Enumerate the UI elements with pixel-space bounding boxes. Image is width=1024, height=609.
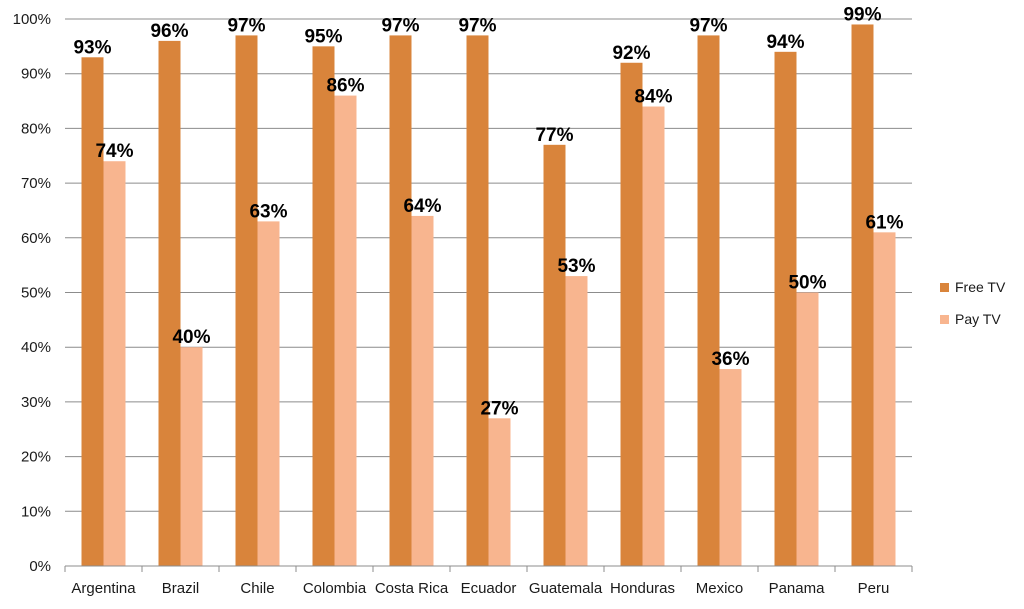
- x-tick-label: Mexico: [696, 580, 744, 597]
- bar-free-tv: [466, 35, 489, 567]
- bar-free-tv: [620, 62, 643, 566]
- data-label: 77%: [535, 125, 573, 146]
- y-tick-label: 100%: [13, 11, 51, 28]
- y-tick-label: 10%: [21, 503, 51, 520]
- x-tick-label: Costa Rica: [375, 580, 449, 597]
- bar-free-tv: [158, 40, 181, 566]
- x-axis: Argentina Brazil Chile Colombia Costa Rica Ec…: [64, 565, 913, 597]
- bar-pay-tv: [488, 418, 511, 566]
- y-axis-tick-labels: 0% 10% 20% 30% 40% 50% 60% 70% 80% 90% 100%: [13, 11, 51, 575]
- y-tick-label: 60%: [21, 230, 51, 247]
- bar-free-tv: [81, 57, 104, 566]
- bar-free-tv: [235, 35, 258, 567]
- legend-swatch: [940, 283, 949, 292]
- bars: [81, 24, 896, 567]
- data-label: 93%: [73, 37, 111, 58]
- data-label: 53%: [557, 256, 595, 277]
- legend-label: Pay TV: [955, 311, 1001, 327]
- data-labels: 93% 74% 96% 40% 97% 63% 95% 86% 97% 64% 97% 27% 77% 5…: [73, 4, 903, 419]
- x-tick-label: Guatemala: [529, 580, 603, 597]
- data-label: 94%: [766, 32, 804, 53]
- y-tick-label: 70%: [21, 175, 51, 192]
- data-label: 61%: [865, 212, 903, 233]
- y-tick-label: 40%: [21, 339, 51, 356]
- data-label: 63%: [249, 201, 287, 222]
- data-label: 97%: [689, 15, 727, 36]
- x-tick-label: Panama: [769, 580, 826, 597]
- data-label: 97%: [227, 15, 265, 36]
- y-tick-label: 30%: [21, 394, 51, 411]
- data-label: 92%: [612, 43, 650, 64]
- data-label: 74%: [95, 141, 133, 162]
- x-tick-label: Honduras: [610, 580, 675, 597]
- bar-pay-tv: [257, 221, 280, 566]
- y-tick-label: 0%: [29, 558, 51, 575]
- legend-swatch: [940, 315, 949, 324]
- data-label: 96%: [150, 21, 188, 42]
- bar-pay-tv: [642, 106, 665, 567]
- data-label: 64%: [403, 196, 441, 217]
- data-label: 36%: [711, 349, 749, 370]
- bar-free-tv: [851, 24, 874, 567]
- legend-label: Free TV: [955, 279, 1006, 295]
- y-tick-label: 80%: [21, 120, 51, 137]
- data-label: 27%: [480, 398, 518, 419]
- bar-pay-tv: [180, 347, 203, 566]
- legend: Free TV Pay TV: [940, 279, 1006, 327]
- x-tick-label: Peru: [858, 580, 890, 597]
- data-label: 86%: [326, 76, 364, 97]
- bar-free-tv: [774, 51, 797, 566]
- bar-pay-tv: [411, 215, 434, 567]
- data-label: 50%: [788, 273, 826, 294]
- bar-pay-tv: [873, 232, 896, 566]
- bar-pay-tv: [796, 292, 819, 566]
- bar-pay-tv: [719, 369, 742, 566]
- x-tick-label: Chile: [240, 580, 274, 597]
- data-label: 95%: [304, 26, 342, 47]
- data-label: 84%: [634, 87, 672, 108]
- data-label: 97%: [458, 15, 496, 36]
- x-tick-label: Ecuador: [461, 580, 517, 597]
- bar-free-tv: [389, 35, 412, 567]
- data-label: 97%: [381, 15, 419, 36]
- y-tick-label: 50%: [21, 285, 51, 302]
- bar-free-tv: [543, 144, 566, 566]
- bar-pay-tv: [334, 95, 357, 566]
- bar-free-tv: [697, 35, 720, 567]
- x-tick-label: Argentina: [71, 580, 136, 597]
- bar-free-tv: [312, 46, 335, 567]
- bar-pay-tv: [565, 276, 588, 566]
- x-tick-label: Brazil: [162, 580, 200, 597]
- x-tick-label: Colombia: [303, 580, 367, 597]
- y-tick-label: 90%: [21, 66, 51, 83]
- y-tick-label: 20%: [21, 449, 51, 466]
- bar-pay-tv: [103, 161, 126, 566]
- data-label: 99%: [843, 4, 881, 25]
- data-label: 40%: [172, 327, 210, 348]
